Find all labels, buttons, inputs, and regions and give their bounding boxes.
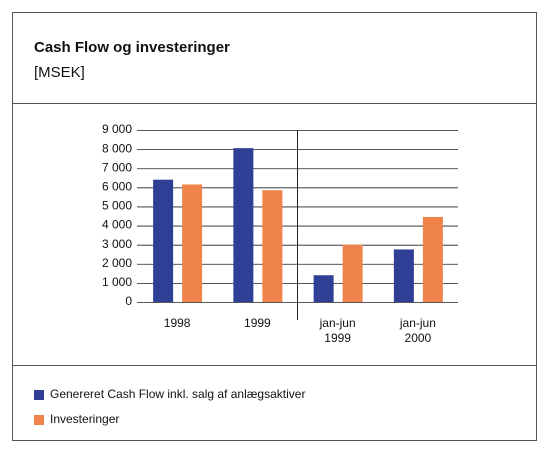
chart-subtitle: [MSEK] bbox=[34, 64, 85, 81]
bar bbox=[182, 184, 203, 302]
x-tick-label: jan-jun 2000 bbox=[399, 316, 436, 345]
bar bbox=[393, 249, 414, 302]
y-tick-label: 1 000 bbox=[102, 275, 132, 289]
y-tick-label: 4 000 bbox=[102, 218, 132, 232]
legend-label: Genereret Cash Flow inkl. salg af anlægs… bbox=[50, 387, 305, 401]
legend-swatch bbox=[34, 390, 44, 400]
y-tick-label: 2 000 bbox=[102, 256, 132, 270]
x-tick-label: 1998 bbox=[164, 316, 191, 330]
y-tick-label: 5 000 bbox=[102, 199, 132, 213]
legend-label: Investeringer bbox=[50, 412, 119, 426]
y-tick-label: 3 000 bbox=[102, 237, 132, 251]
chart-title: Cash Flow og investeringer bbox=[34, 39, 230, 56]
y-tick-label: 6 000 bbox=[102, 180, 132, 194]
bar bbox=[262, 190, 283, 302]
bar bbox=[233, 148, 254, 302]
y-tick-label: 9 000 bbox=[102, 122, 132, 136]
y-tick-label: 8 000 bbox=[102, 141, 132, 155]
y-tick-label: 7 000 bbox=[102, 160, 132, 174]
bar bbox=[422, 216, 443, 302]
x-tick-label: jan-jun 1999 bbox=[319, 316, 356, 345]
y-tick-label: 0 bbox=[125, 294, 132, 308]
x-tick-label: 1999 bbox=[244, 316, 271, 330]
bar bbox=[313, 275, 334, 302]
bar bbox=[342, 244, 363, 302]
legend-swatch bbox=[34, 415, 44, 425]
frame bbox=[12, 12, 537, 441]
bar bbox=[153, 179, 174, 302]
